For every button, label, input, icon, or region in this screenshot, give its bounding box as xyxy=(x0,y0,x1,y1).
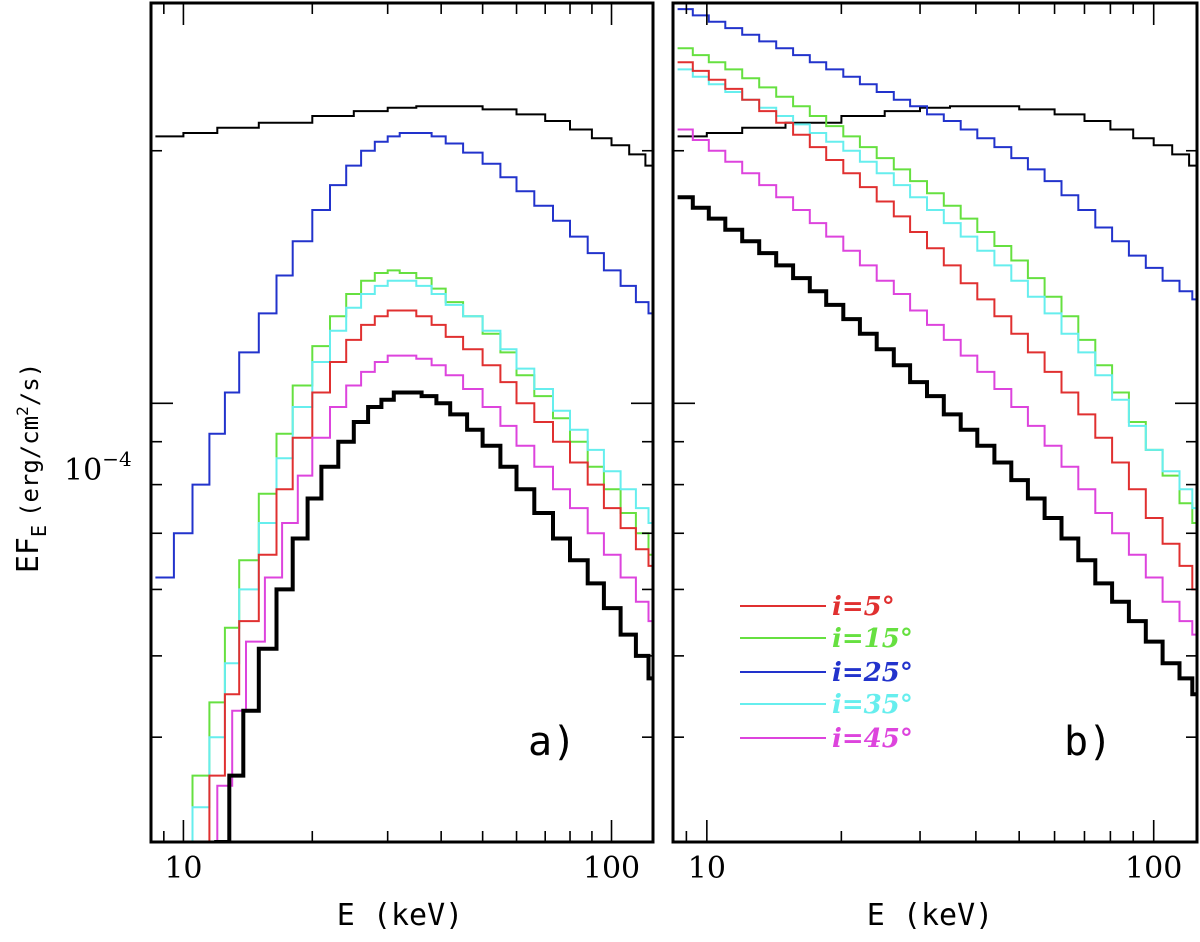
panel-b-label: b) xyxy=(1064,719,1112,765)
y-tick-label-exponent: −4 xyxy=(102,447,131,471)
panel-b-frame xyxy=(671,1,1199,844)
panel-a: 10 100 E (keV) a) xyxy=(149,1,655,933)
panel-b-ticks xyxy=(673,2,1197,843)
y-axis-label-text: EFE (erg/cm2/s) xyxy=(11,363,51,573)
y-axis-label-unit-suffix: /s) xyxy=(16,363,44,406)
y-tick-label-base: 10 xyxy=(64,453,102,488)
panel-a-frame xyxy=(149,1,655,844)
panel-a-x-axis-label: E (keV) xyxy=(337,898,463,933)
panel-b-series-i-15 xyxy=(677,47,1197,524)
panel-a-series-i-35 xyxy=(179,279,653,842)
panel-a-series-i-5 xyxy=(192,309,653,842)
panel-a-series-thick xyxy=(214,390,653,842)
panel-b-x-tick-label-100: 100 xyxy=(1125,851,1182,886)
panel-a-series-i-45 xyxy=(201,354,653,842)
legend: i=5° i=15° i=25° i=35° i=45° xyxy=(740,592,913,754)
panel-a-label: a) xyxy=(528,719,576,765)
panel-a-ticks xyxy=(151,2,653,843)
panel-a-series-i-25 xyxy=(155,132,653,579)
panel-b-series-i-5 xyxy=(677,61,1197,591)
panel-b-series-i-25 xyxy=(677,8,1197,301)
panel-b-x-axis-label: E (keV) xyxy=(867,898,993,933)
legend-label-i35: i=35° xyxy=(832,690,913,720)
legend-label-i5: i=5° xyxy=(832,592,895,622)
panel-a-series xyxy=(155,105,653,842)
y-axis-label-unit: (erg/cm xyxy=(16,416,44,517)
legend-label-i25: i=25° xyxy=(832,658,913,688)
panel-a-x-tick-label-100: 100 xyxy=(583,851,640,886)
y-axis-label-unit-superscript: 2 xyxy=(13,406,32,416)
panel-b-series-reference xyxy=(677,105,1197,167)
legend-label-i15: i=15° xyxy=(832,624,913,654)
panel-b-series-thick xyxy=(677,195,1197,697)
legend-label-i45: i=45° xyxy=(832,724,913,754)
y-axis-label: EFE (erg/cm2/s) xyxy=(11,363,51,573)
panel-a-series-reference xyxy=(155,105,653,167)
panel-a-x-tick-label-10: 10 xyxy=(164,851,202,886)
panel-b-series xyxy=(677,8,1197,697)
panel-b-series-i-45 xyxy=(677,128,1197,636)
panel-b-series-i-35 xyxy=(677,68,1197,510)
y-axis-label-subscript: E xyxy=(27,525,51,537)
y-axis-label-main: EF xyxy=(11,537,46,573)
panel-b: 10 100 E (keV) b) i=5° i=15° i=25° i=35°… xyxy=(671,1,1199,933)
y-tick-label-1e-4: 10−4 xyxy=(64,447,132,488)
panel-b-x-tick-label-10: 10 xyxy=(688,851,726,886)
